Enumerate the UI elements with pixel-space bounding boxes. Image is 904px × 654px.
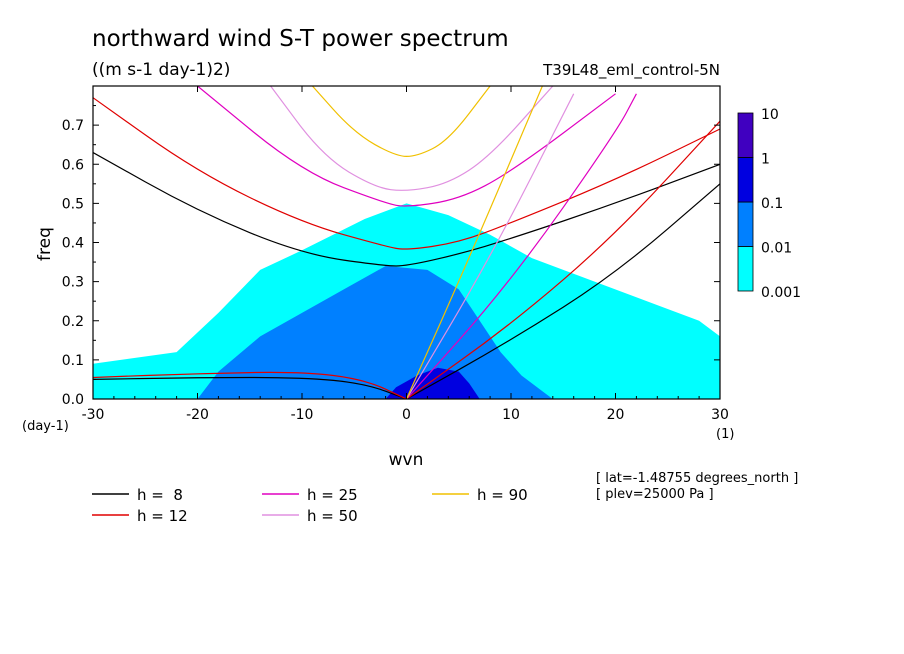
x-tick-label: -30 — [82, 407, 105, 423]
colorbar-swatch — [737, 201, 754, 247]
dispersion-curve-group — [93, 86, 720, 399]
x-tick-label: -10 — [291, 407, 314, 423]
colorbar-label: 0.001 — [761, 285, 801, 301]
dispersion-curve-9 — [405, 93, 575, 399]
y-unit-label: (day-1) — [22, 419, 69, 434]
colorbar-swatch — [737, 246, 754, 292]
y-axis: 0.0 0.1 0.2 0.3 0.4 0.5 0.6 0.7 — [62, 105, 720, 408]
chart-units: ((m s-1 day-1)2) — [92, 60, 230, 80]
x-unit-label: (1) — [716, 427, 734, 442]
contour-fill-group — [93, 203, 720, 399]
legend-label: h = 90 — [477, 486, 528, 504]
legend-label: h = 12 — [137, 507, 188, 525]
colorbar-label: 10 — [761, 107, 779, 123]
dispersion-curve-4 — [406, 120, 720, 399]
dispersion-curve-2 — [93, 376, 407, 399]
dispersion-curve-10 — [311, 86, 491, 158]
x-axis: -30 -20 -10 0 10 20 30 — [82, 86, 729, 423]
chart-title: northward wind S-T power spectrum — [92, 26, 509, 52]
y-axis-label: freq — [35, 227, 55, 261]
colorbar-label: 1 — [761, 152, 770, 168]
dataset-label: T39L48_eml_control-5N — [542, 61, 720, 80]
x-tick-label: 10 — [502, 407, 520, 423]
colorbar-swatch — [737, 112, 754, 158]
dispersion-curve-3 — [93, 97, 720, 250]
dispersion-curve-6 — [197, 86, 616, 207]
dispersion-curve-7 — [406, 93, 637, 399]
x-tick-label: 30 — [711, 407, 729, 423]
y-tick-label: 0.0 — [62, 392, 84, 408]
colorbar-swatch — [737, 157, 754, 203]
dispersion-curve-0 — [93, 151, 720, 267]
colorbar-label: 0.01 — [761, 241, 792, 257]
legend-label: h = 8 — [137, 486, 183, 504]
contour-region-1 — [197, 266, 553, 399]
contour-region-2 — [385, 367, 480, 399]
y-tick-label: 0.4 — [62, 236, 84, 252]
legend-label: h = 50 — [307, 507, 358, 525]
legend: h = 8 h = 12 h = 25 h = 50 h = 90 — [92, 486, 528, 525]
dispersion-curve-11 — [405, 86, 543, 399]
y-tick-label: 0.2 — [62, 314, 84, 330]
y-tick-label: 0.3 — [62, 275, 84, 291]
y-tick-label: 0.5 — [62, 196, 84, 212]
dispersion-curve-5 — [93, 371, 407, 399]
x-tick-label: 20 — [607, 407, 625, 423]
dispersion-curve-1 — [406, 183, 720, 399]
x-axis-label: wvn — [389, 450, 424, 470]
legend-label: h = 25 — [307, 486, 358, 504]
dispersion-curve-8 — [270, 86, 554, 191]
y-tick-label: 0.1 — [62, 353, 84, 369]
annotation-plev: [ plev=25000 Pa ] — [596, 487, 714, 502]
y-tick-label: 0.6 — [62, 157, 84, 173]
x-tick-label: -20 — [186, 407, 209, 423]
annotation-lat: [ lat=-1.48755 degrees_north ] — [596, 471, 798, 486]
colorbar-label: 0.1 — [761, 196, 783, 212]
y-tick-label: 0.7 — [62, 118, 84, 134]
x-tick-label: 0 — [402, 407, 411, 423]
colorbar: 0.001 0.01 0.1 1 10 — [737, 107, 801, 301]
